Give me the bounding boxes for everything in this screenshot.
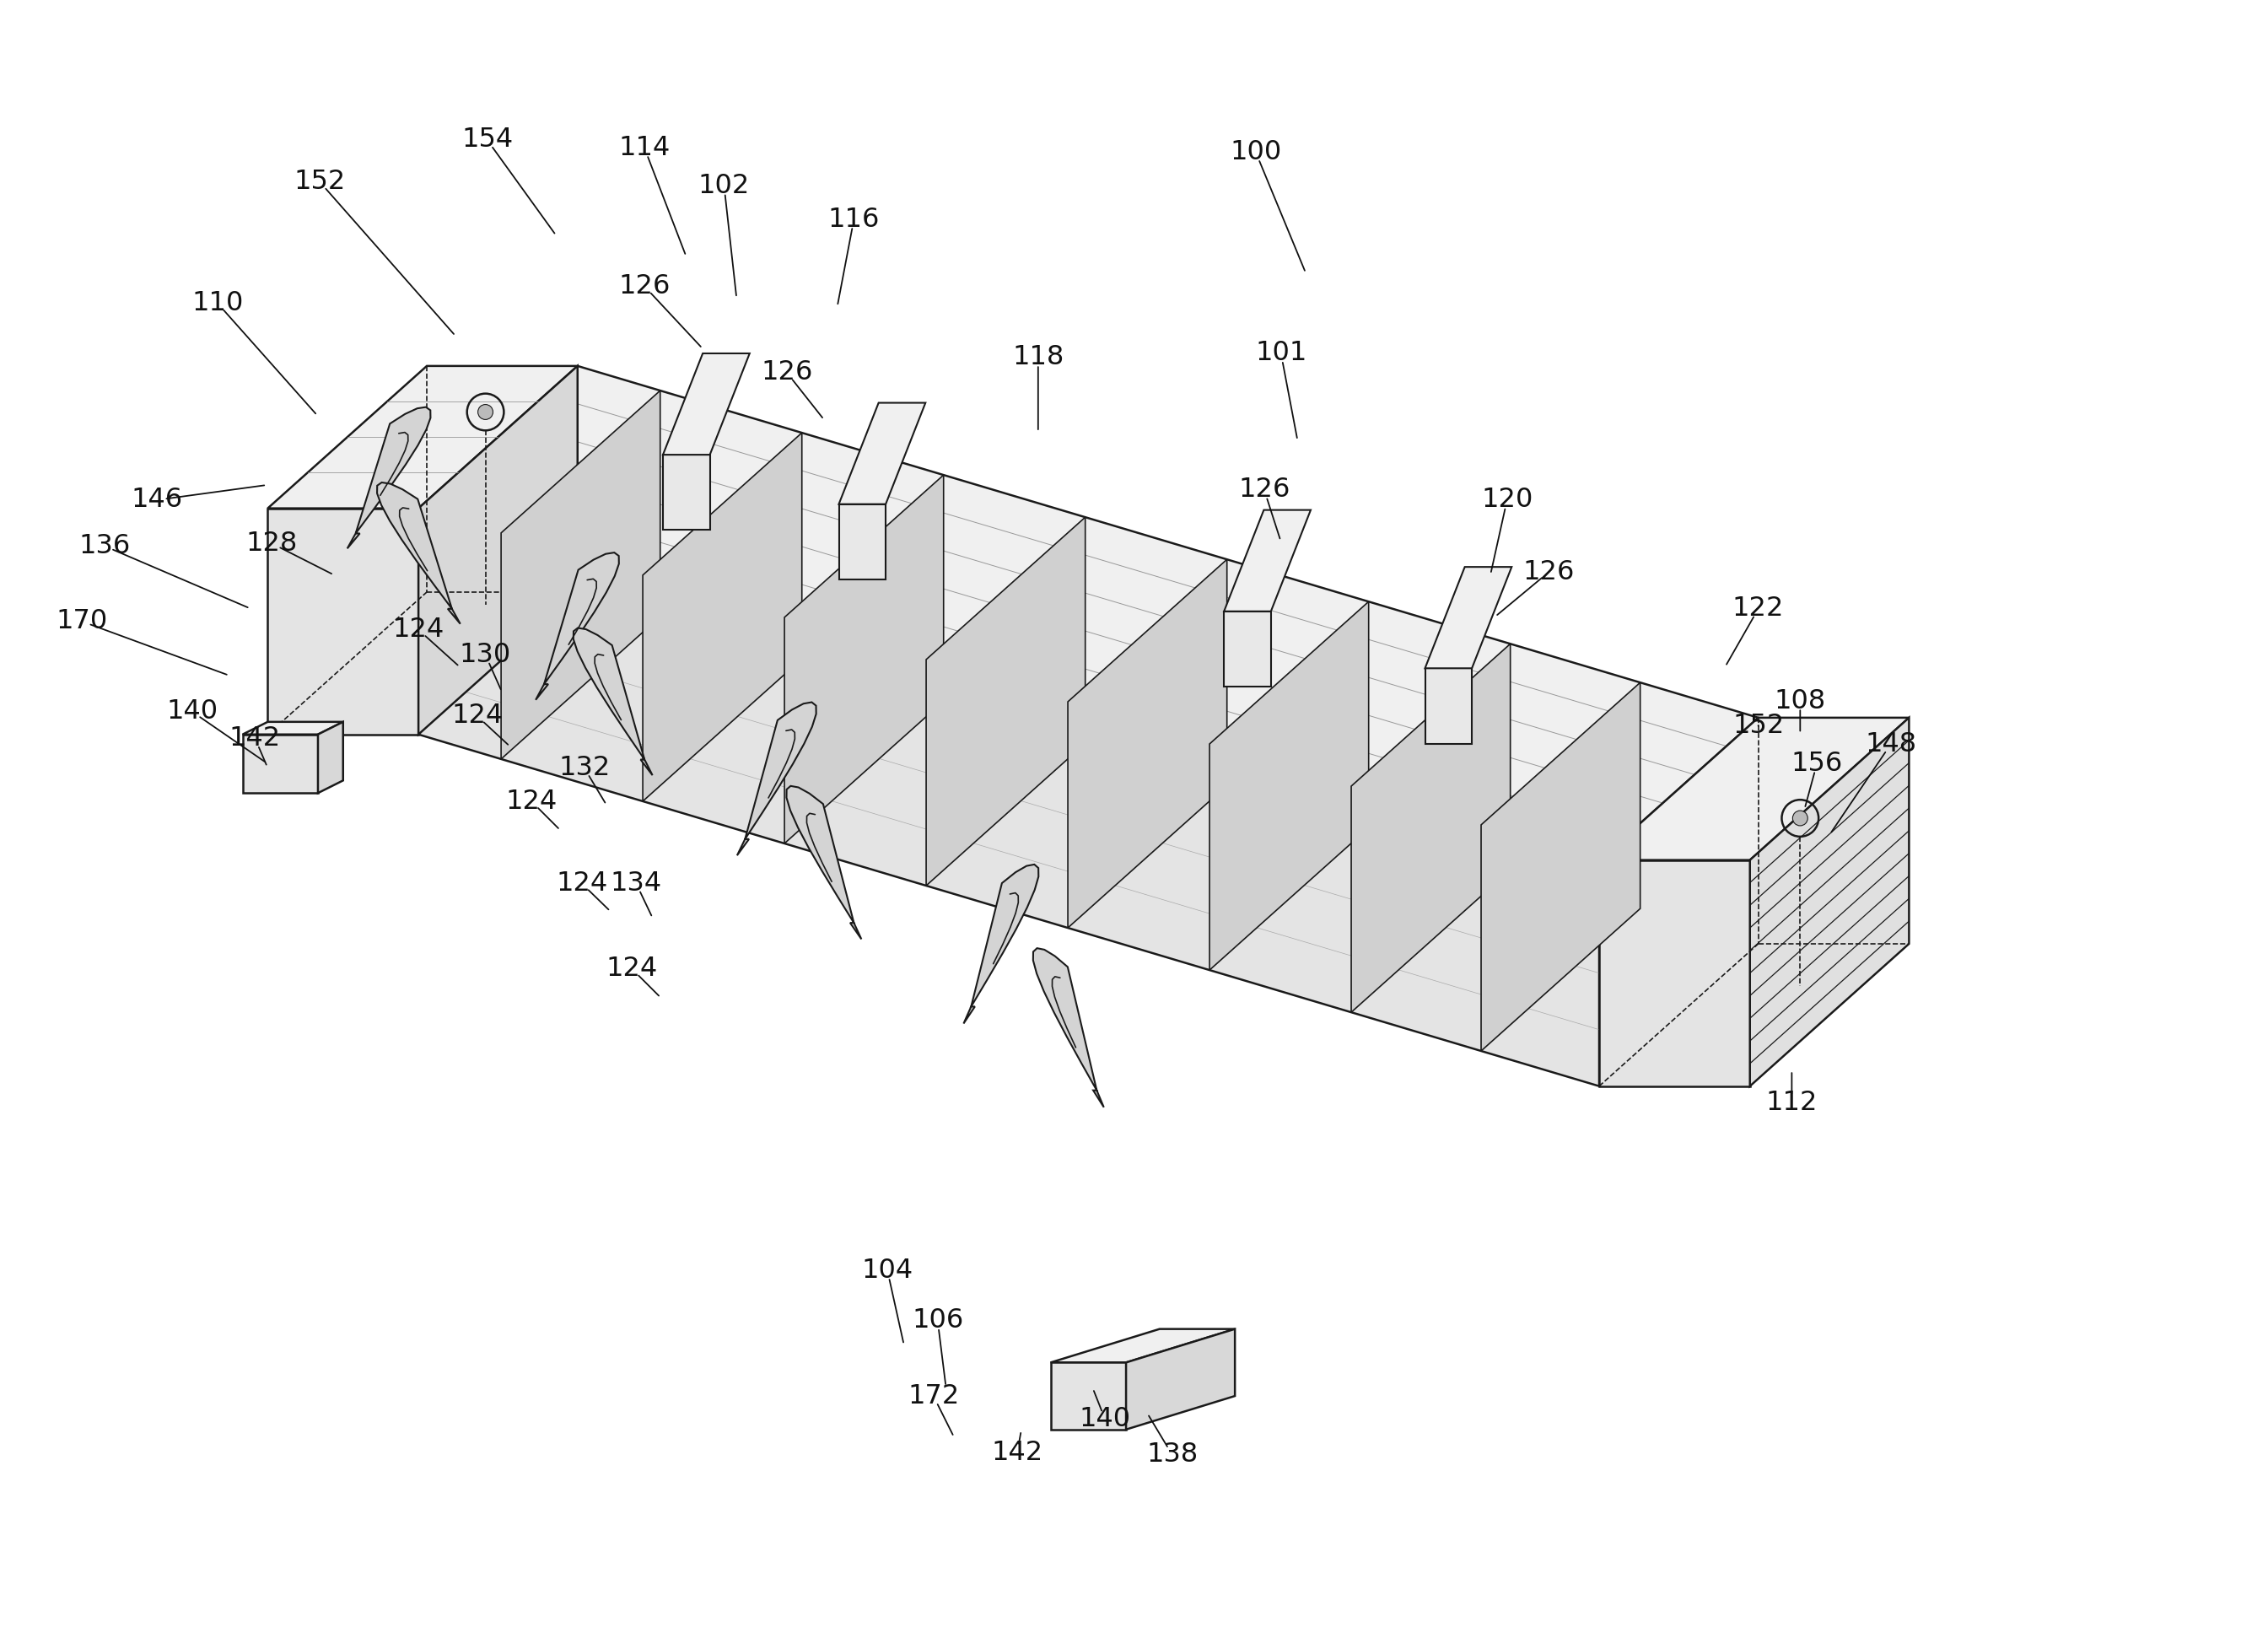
Text: 106: 106 — [912, 1307, 964, 1333]
Text: 108: 108 — [1774, 688, 1826, 714]
Polygon shape — [1424, 567, 1513, 668]
Polygon shape — [1599, 860, 1751, 1086]
Polygon shape — [417, 508, 1599, 1086]
Text: 134: 134 — [610, 870, 662, 896]
Text: 172: 172 — [907, 1382, 959, 1409]
Text: 101: 101 — [1254, 341, 1306, 367]
Polygon shape — [1050, 1328, 1234, 1363]
Text: 140: 140 — [166, 699, 218, 726]
Polygon shape — [1050, 1363, 1125, 1430]
Polygon shape — [1424, 668, 1472, 744]
Text: 148: 148 — [1864, 732, 1916, 757]
Text: 124: 124 — [556, 870, 608, 896]
Polygon shape — [347, 408, 431, 549]
Text: 124: 124 — [451, 703, 503, 729]
Text: 120: 120 — [1481, 486, 1533, 513]
Polygon shape — [737, 703, 816, 855]
Text: 124: 124 — [392, 616, 445, 642]
Polygon shape — [318, 722, 342, 793]
Polygon shape — [1599, 717, 1910, 860]
Polygon shape — [787, 786, 862, 939]
Polygon shape — [376, 483, 460, 624]
Text: 116: 116 — [828, 206, 880, 233]
Circle shape — [1792, 811, 1808, 826]
Text: 136: 136 — [79, 532, 129, 559]
Polygon shape — [642, 432, 803, 801]
Text: 140: 140 — [1080, 1407, 1132, 1433]
Text: 100: 100 — [1229, 139, 1281, 165]
Text: 156: 156 — [1792, 750, 1842, 776]
Text: 128: 128 — [245, 531, 297, 557]
Text: 114: 114 — [619, 136, 671, 161]
Text: 152: 152 — [1733, 713, 1785, 739]
Text: 126: 126 — [1238, 477, 1290, 503]
Polygon shape — [925, 518, 1086, 886]
Text: 146: 146 — [132, 486, 184, 513]
Text: 124: 124 — [506, 788, 558, 814]
Polygon shape — [1751, 717, 1910, 1086]
Text: 118: 118 — [1012, 344, 1064, 370]
Text: 124: 124 — [606, 957, 658, 981]
Text: 102: 102 — [699, 174, 751, 198]
Polygon shape — [662, 455, 710, 531]
Polygon shape — [964, 865, 1039, 1024]
Text: 126: 126 — [1524, 559, 1574, 585]
Text: 130: 130 — [460, 642, 510, 668]
Polygon shape — [268, 365, 578, 508]
Text: 142: 142 — [991, 1440, 1043, 1466]
Text: 110: 110 — [191, 290, 243, 316]
Polygon shape — [1225, 611, 1270, 686]
Polygon shape — [1225, 509, 1311, 611]
Text: 104: 104 — [862, 1258, 914, 1284]
Polygon shape — [1352, 644, 1510, 1012]
Text: 132: 132 — [558, 755, 610, 781]
Polygon shape — [1034, 948, 1105, 1107]
Text: 152: 152 — [295, 169, 345, 195]
Text: 112: 112 — [1767, 1089, 1817, 1115]
Polygon shape — [1068, 560, 1227, 927]
Polygon shape — [417, 365, 578, 734]
Polygon shape — [417, 365, 1758, 860]
Text: 126: 126 — [619, 274, 671, 300]
Polygon shape — [501, 390, 660, 758]
Polygon shape — [1125, 1328, 1234, 1430]
Text: 126: 126 — [762, 360, 812, 385]
Text: 170: 170 — [57, 608, 107, 634]
Polygon shape — [268, 508, 417, 734]
Polygon shape — [662, 354, 751, 455]
Polygon shape — [839, 403, 925, 505]
Polygon shape — [1481, 683, 1640, 1052]
Polygon shape — [785, 475, 943, 844]
Text: 138: 138 — [1145, 1441, 1198, 1468]
Polygon shape — [243, 734, 318, 793]
Polygon shape — [243, 722, 342, 734]
Text: 142: 142 — [229, 726, 281, 752]
Polygon shape — [535, 552, 619, 699]
Polygon shape — [839, 505, 887, 580]
Text: 122: 122 — [1733, 596, 1785, 622]
Circle shape — [479, 405, 492, 419]
Polygon shape — [574, 627, 653, 775]
Polygon shape — [1209, 601, 1368, 970]
Text: 154: 154 — [460, 126, 513, 152]
